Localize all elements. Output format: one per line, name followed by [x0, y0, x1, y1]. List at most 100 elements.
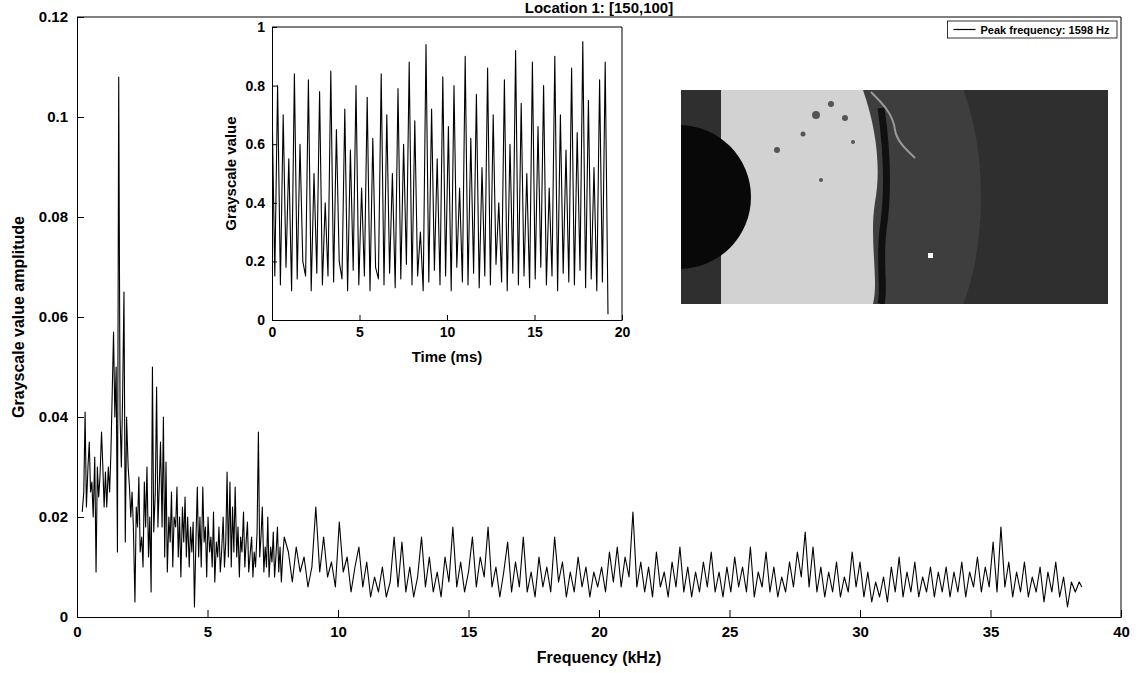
legend-label: Peak frequency: 1598 Hz [980, 24, 1110, 36]
tick-mark [77, 317, 84, 318]
inset-chart: 0510152000.20.40.60.81Time (ms)Grayscale… [222, 19, 630, 365]
tick-mark [730, 610, 731, 617]
tick-label: 35 [983, 623, 1000, 640]
y-axis-title: Grayscale value amplitude [10, 216, 27, 418]
legend: Peak frequency: 1598 Hz [947, 21, 1117, 38]
tick-label: 5 [356, 324, 364, 340]
tick-label: 25 [722, 623, 739, 640]
tick-label: 0.2 [246, 253, 266, 269]
tick-mark [208, 610, 209, 617]
image-crack [871, 92, 915, 158]
tick: 0.12 [39, 8, 84, 25]
tick-mark [77, 17, 84, 18]
tick: 0.8 [246, 78, 277, 94]
tick-mark [622, 315, 623, 320]
background [0, 0, 1141, 673]
image-speck [842, 115, 848, 121]
tick: 30 [852, 610, 869, 640]
tick-mark [535, 315, 536, 320]
tick-mark [469, 610, 470, 617]
tick-label: 0.1 [47, 108, 68, 125]
tick-mark [447, 315, 448, 320]
image-content [681, 90, 1108, 304]
tick: 0 [60, 608, 84, 625]
tick-mark [360, 315, 361, 320]
image-speck [801, 132, 806, 137]
tick-label: 0 [73, 623, 81, 640]
tick-label: 10 [440, 324, 456, 340]
tick: 0.06 [39, 308, 84, 325]
tick-label: 0.08 [39, 208, 68, 225]
tick-label: 20 [591, 623, 608, 640]
tick-mark [860, 610, 861, 617]
tick-label: 0.8 [246, 78, 266, 94]
x-axis-title: Frequency (kHz) [537, 649, 661, 666]
tick: 20 [591, 610, 608, 640]
tick: 10 [330, 610, 347, 640]
tick: 15 [461, 610, 478, 640]
tick: 5 [356, 315, 364, 340]
tick-mark [272, 320, 277, 321]
tick: 0.08 [39, 208, 84, 225]
tick-mark [77, 417, 84, 418]
tick-mark [991, 610, 992, 617]
tick-label: 15 [461, 623, 478, 640]
tick-mark [77, 617, 84, 618]
tick-label: 0.6 [246, 136, 266, 152]
tick-mark [1121, 610, 1122, 617]
x-axis-line [78, 617, 1122, 618]
image-speck [851, 140, 855, 144]
image-speck [774, 147, 780, 153]
tick-label: 0 [257, 312, 265, 328]
tick: 1 [257, 19, 277, 35]
tick-label: 0 [269, 324, 277, 340]
tick-label: 1 [257, 19, 265, 35]
x-axis: 0 5 10 15 20 25 30 35 40 [73, 610, 1130, 640]
tick-mark [272, 86, 277, 87]
tick-mark [272, 203, 277, 204]
tick: 40 [1113, 610, 1130, 640]
tick: 0.04 [39, 408, 84, 425]
frame-top [77, 17, 1121, 18]
time-series-line [272, 42, 608, 314]
main-chart: 051015202530354000.020.040.060.080.10.12… [10, 0, 1130, 666]
tick-label: 20 [615, 324, 631, 340]
tick: 20 [615, 315, 631, 340]
tick: 0.4 [246, 195, 277, 211]
tick: 0 [257, 312, 277, 328]
tick-mark [599, 610, 600, 617]
tick: 0.2 [246, 253, 277, 269]
tick: 15 [527, 315, 543, 340]
probe-point [928, 253, 933, 258]
tick: 25 [722, 610, 739, 640]
tick: 0.02 [39, 508, 84, 525]
tick-mark [272, 261, 277, 262]
tick-mark [77, 517, 84, 518]
chart-root: 051015202530354000.020.040.060.080.10.12… [0, 0, 1141, 673]
tick-label: 10 [330, 623, 347, 640]
image-speck [819, 178, 823, 182]
tick: 10 [440, 315, 456, 340]
tick: 5 [204, 610, 212, 640]
tick-label: 5 [204, 623, 212, 640]
y-axis: 0 0.02 0.04 0.06 0.08 0.1 0.12 [39, 8, 84, 625]
chart-title: Location 1: [150,100] [525, 0, 673, 16]
tick-label: 15 [527, 324, 543, 340]
tick-label: 0.04 [39, 408, 69, 425]
tick-mark [272, 27, 277, 28]
inset-y-axis: 0 0.2 0.4 0.6 0.8 1 [246, 19, 277, 328]
tick: 0.1 [47, 108, 84, 125]
image-speck [828, 101, 834, 107]
inset-frame-right [622, 27, 623, 320]
inset-frame-top [272, 27, 622, 28]
inset-y-axis-line [272, 28, 273, 321]
tick-label: 0.12 [39, 8, 68, 25]
inset-image [607, 7, 1108, 387]
inset-x-axis: 0 5 10 15 20 [269, 315, 631, 340]
inset-x-axis-title: Time (ms) [412, 348, 483, 365]
image-dark-disc [681, 125, 751, 269]
tick: 0.6 [246, 136, 277, 152]
frame-right [1121, 17, 1122, 617]
tick-label: 0 [60, 608, 68, 625]
tick: 35 [983, 610, 1000, 640]
